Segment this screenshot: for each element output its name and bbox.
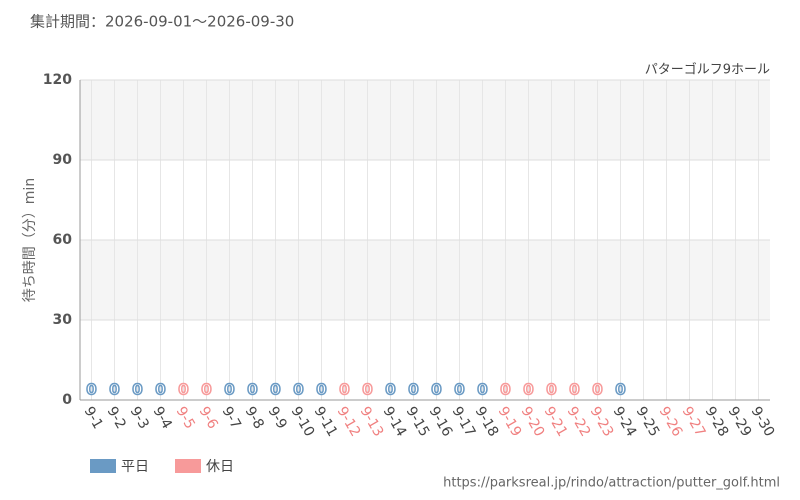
legend-label: 平日 xyxy=(121,459,149,475)
value-label: 0 xyxy=(178,381,188,399)
x-tick-label: 9-14 xyxy=(380,404,410,440)
y-tick-label: 0 xyxy=(62,392,72,408)
y-tick-label: 120 xyxy=(43,72,72,88)
y-axis-label: 待ち時間（分）min xyxy=(22,178,38,302)
x-tick-label: 9-8 xyxy=(242,404,267,432)
x-tick-label: 9-22 xyxy=(564,404,594,440)
value-label: 0 xyxy=(454,381,464,399)
x-tick-label: 9-11 xyxy=(311,404,341,440)
x-tick-label: 9-7 xyxy=(219,404,244,432)
value-label: 0 xyxy=(201,381,211,399)
x-tick-label: 9-5 xyxy=(173,404,198,432)
x-tick-label: 9-15 xyxy=(403,404,433,440)
x-tick-label: 9-6 xyxy=(196,404,221,432)
x-tick-label: 9-17 xyxy=(449,404,479,440)
legend-swatch xyxy=(175,459,201,473)
value-label: 0 xyxy=(523,381,533,399)
x-tick-label: 9-18 xyxy=(472,404,502,440)
value-label: 0 xyxy=(339,381,349,399)
x-tick-label: 9-4 xyxy=(150,404,175,432)
value-label: 0 xyxy=(615,381,625,399)
value-label: 0 xyxy=(500,381,510,399)
x-tick-label: 9-3 xyxy=(127,404,152,432)
value-label: 0 xyxy=(408,381,418,399)
x-tick-label: 9-25 xyxy=(633,404,663,440)
x-tick-label: 9-28 xyxy=(702,404,732,440)
value-label: 0 xyxy=(224,381,234,399)
grid-band xyxy=(80,80,770,160)
value-label: 0 xyxy=(155,381,165,399)
value-label: 0 xyxy=(109,381,119,399)
x-tick-label: 9-19 xyxy=(495,404,525,440)
value-label: 0 xyxy=(316,381,326,399)
value-label: 0 xyxy=(592,381,602,399)
x-tick-label: 9-2 xyxy=(104,404,129,432)
chart-subtitle: パターゴルフ9ホール xyxy=(645,62,770,78)
x-tick-label: 9-27 xyxy=(679,404,709,440)
y-tick-label: 60 xyxy=(53,232,73,248)
value-label: 0 xyxy=(132,381,142,399)
legend-label: 休日 xyxy=(206,459,234,475)
grid-band xyxy=(80,240,770,320)
x-tick-label: 9-9 xyxy=(265,404,290,432)
x-tick-label: 9-26 xyxy=(656,404,686,440)
x-tick-label: 9-23 xyxy=(587,404,617,440)
x-tick-label: 9-20 xyxy=(518,404,548,440)
value-label: 0 xyxy=(385,381,395,399)
value-label: 0 xyxy=(86,381,96,399)
y-tick-label: 90 xyxy=(53,152,73,168)
value-label: 0 xyxy=(546,381,556,399)
x-tick-label: 9-1 xyxy=(81,404,106,432)
source-url: https://parksreal.jp/rindo/attraction/pu… xyxy=(443,476,780,491)
value-label: 0 xyxy=(362,381,372,399)
x-tick-label: 9-30 xyxy=(748,404,778,440)
value-label: 0 xyxy=(477,381,487,399)
x-tick-label: 9-24 xyxy=(610,404,640,440)
value-label: 0 xyxy=(270,381,280,399)
chart-title: 集計期間：2026-09-01～2026-09-30 xyxy=(30,13,294,31)
x-tick-label: 9-13 xyxy=(357,404,387,440)
value-label: 0 xyxy=(293,381,303,399)
x-tick-label: 9-10 xyxy=(288,404,318,440)
value-label: 0 xyxy=(431,381,441,399)
x-tick-label: 9-21 xyxy=(541,404,571,440)
value-label: 0 xyxy=(247,381,257,399)
x-tick-label: 9-29 xyxy=(725,404,755,440)
x-tick-label: 9-16 xyxy=(426,404,456,440)
value-label: 0 xyxy=(569,381,579,399)
x-tick-label: 9-12 xyxy=(334,404,364,440)
y-tick-label: 30 xyxy=(53,312,73,328)
legend-swatch xyxy=(90,459,116,473)
